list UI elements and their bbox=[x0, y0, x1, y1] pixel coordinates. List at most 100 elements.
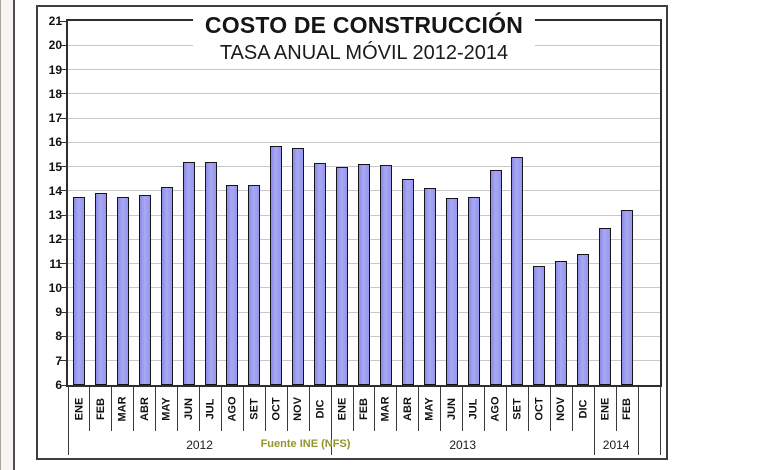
month-label-text: JUN bbox=[445, 397, 458, 421]
y-axis-tick-mark bbox=[60, 20, 66, 22]
y-axis-tick-mark bbox=[60, 141, 66, 143]
x-axis-line bbox=[66, 385, 662, 387]
y-axis-tick-mark bbox=[60, 117, 66, 119]
y-axis-tick-mark bbox=[60, 360, 66, 362]
bar bbox=[182, 161, 195, 385]
y-axis-tick-label: 14 bbox=[48, 183, 62, 198]
y-axis-tick-label: 9 bbox=[55, 305, 62, 320]
month-separator bbox=[506, 387, 508, 431]
month-label-text: FEB bbox=[358, 398, 370, 420]
month-label-text: MAR bbox=[379, 396, 392, 422]
month-separator bbox=[418, 387, 420, 431]
month-label-text: MAY bbox=[160, 397, 173, 421]
month-separator bbox=[89, 387, 91, 431]
y-axis-tick-mark bbox=[60, 384, 66, 386]
bar bbox=[423, 188, 436, 385]
gridline bbox=[68, 141, 660, 143]
month-label: ENE bbox=[331, 388, 353, 430]
bar bbox=[314, 162, 327, 385]
month-label-text: JUL bbox=[467, 398, 480, 420]
year-label: 2014 bbox=[602, 438, 630, 452]
month-label-text: NOV bbox=[555, 397, 568, 421]
bar bbox=[401, 178, 414, 385]
month-label-text: DIC bbox=[577, 399, 590, 419]
gridline bbox=[68, 69, 660, 71]
chart-subtitle: TASA ANUAL MÓVIL 2012-2014 bbox=[219, 42, 509, 64]
y-axis-tick-label: 18 bbox=[48, 86, 62, 101]
y-axis-tick-label: 7 bbox=[55, 353, 62, 368]
y-axis-tick-label: 6 bbox=[55, 378, 62, 392]
month-separator bbox=[484, 387, 486, 431]
month-separator bbox=[177, 387, 179, 431]
year-separator bbox=[67, 387, 69, 455]
y-axis-tick-label: 17 bbox=[48, 111, 62, 126]
y-axis-tick-label: 12 bbox=[48, 232, 62, 247]
month-label-text: MAR bbox=[116, 396, 129, 422]
y-axis-tick-mark bbox=[60, 166, 66, 168]
month-label: ABR bbox=[397, 388, 419, 430]
chart-title: COSTO DE CONSTRUCCIÓN bbox=[204, 12, 524, 38]
y-axis-tick-label: 20 bbox=[48, 38, 62, 53]
year-separator bbox=[637, 387, 639, 455]
month-label: JUL bbox=[200, 388, 222, 430]
month-separator bbox=[549, 387, 551, 431]
month-separator bbox=[527, 387, 529, 431]
month-label: DIC bbox=[309, 388, 331, 430]
month-label-text: AGO bbox=[226, 396, 239, 422]
bar bbox=[599, 228, 612, 385]
month-label: NOV bbox=[550, 388, 572, 430]
y-axis-tick-mark bbox=[60, 287, 66, 289]
y-axis-tick-mark bbox=[60, 311, 66, 313]
y-axis-tick-label: 15 bbox=[48, 159, 62, 174]
bar bbox=[292, 148, 305, 385]
month-separator bbox=[571, 387, 573, 431]
month-label: MAR bbox=[112, 388, 134, 430]
month-label: ENE bbox=[68, 388, 90, 430]
bar bbox=[336, 166, 349, 385]
bar bbox=[94, 193, 107, 385]
month-label-text: MAY bbox=[423, 397, 436, 421]
page-edge-strip bbox=[0, 0, 15, 470]
month-label-text: OCT bbox=[533, 397, 546, 421]
chart-frame: ENE FEB MAR ABR MAY JUN JUL AGO SET OCT NOV DIC ENE F… bbox=[36, 5, 668, 460]
y-axis-tick-label: 10 bbox=[48, 280, 62, 295]
bar bbox=[270, 145, 283, 385]
month-separator bbox=[199, 387, 201, 431]
month-label: JUN bbox=[178, 388, 200, 430]
bar bbox=[577, 253, 590, 385]
y-axis-tick-label: 8 bbox=[55, 329, 62, 344]
bar bbox=[533, 266, 546, 385]
y-axis-tick-mark bbox=[60, 44, 66, 46]
y-axis-tick-label: 16 bbox=[48, 135, 62, 150]
month-separator bbox=[440, 387, 442, 431]
month-label: OCT bbox=[528, 388, 550, 430]
month-label-text: FEB bbox=[94, 398, 107, 420]
chart-canvas: ENE FEB MAR ABR MAY JUN JUL AGO SET OCT NOV DIC ENE F… bbox=[38, 7, 666, 458]
month-label: MAY bbox=[419, 388, 441, 430]
month-separator bbox=[111, 387, 113, 431]
bar bbox=[489, 170, 502, 385]
month-label-text: DIC bbox=[314, 399, 327, 419]
year-label: 2012 bbox=[186, 438, 213, 452]
gridline bbox=[68, 117, 660, 119]
plot-area bbox=[68, 21, 660, 385]
month-label: ABR bbox=[134, 388, 156, 430]
year-separator bbox=[659, 387, 661, 455]
month-label: FEB bbox=[90, 388, 112, 430]
month-label-text: ENE bbox=[72, 397, 85, 421]
bar bbox=[467, 196, 480, 385]
bar bbox=[511, 156, 524, 385]
bar bbox=[445, 198, 458, 385]
month-label-text: OCT bbox=[270, 397, 283, 421]
month-label-text: NOV bbox=[292, 397, 305, 421]
month-label: OCT bbox=[265, 388, 287, 430]
y-axis-tick-mark bbox=[60, 335, 66, 337]
year-separator bbox=[593, 387, 595, 455]
title-background: COSTO DE CONSTRUCCIÓN TASA ANUAL MÓVIL 2… bbox=[192, 10, 536, 69]
bar bbox=[116, 196, 129, 385]
month-label-text: ENE bbox=[599, 397, 612, 421]
month-label: FEB bbox=[616, 388, 638, 430]
month-label-text: AGO bbox=[489, 396, 502, 422]
title-box: COSTO DE CONSTRUCCIÓN TASA ANUAL MÓVIL 2… bbox=[68, 10, 660, 69]
